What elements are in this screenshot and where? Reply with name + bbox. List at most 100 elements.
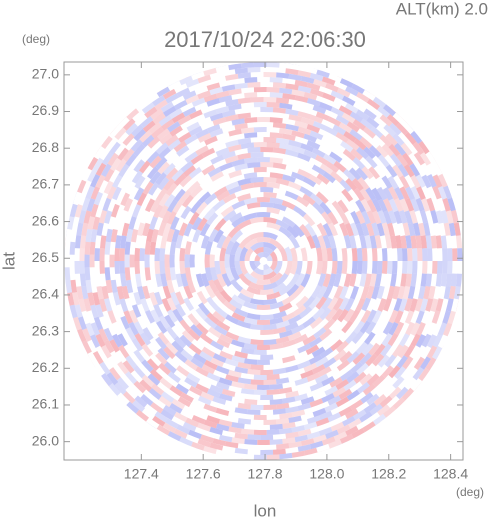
echo-cell [315, 296, 327, 310]
echo-cell [448, 285, 456, 300]
echo-cell [101, 135, 113, 149]
echo-cell [282, 93, 296, 100]
echo-cell [362, 421, 376, 433]
echo-cell [390, 273, 397, 287]
echo-cell [457, 248, 463, 261]
echo-cell [229, 298, 243, 310]
echo-cell [366, 373, 380, 386]
echo-cell [184, 377, 198, 388]
echo-cell [165, 93, 179, 104]
echo-cell [369, 235, 377, 249]
echo-cell [180, 349, 194, 362]
echo-cell [244, 117, 258, 124]
echo-cell [174, 411, 188, 423]
echo-cell [452, 248, 458, 261]
echo-cell [257, 439, 270, 446]
echo-cell [420, 273, 427, 287]
echo-cell [133, 187, 145, 201]
echo-cell [282, 422, 296, 429]
echo-cell [303, 149, 318, 160]
echo-cell [171, 112, 186, 124]
echo-cell [157, 347, 170, 361]
echo-cell [250, 364, 264, 370]
echo-cell [366, 199, 377, 213]
echo-cell [396, 153, 408, 167]
echo-cell [402, 222, 411, 236]
echo-cell [199, 332, 213, 345]
echo-cell [410, 198, 420, 212]
echo-cell [159, 248, 166, 261]
echo-cell [352, 157, 366, 170]
echo-cell [167, 309, 178, 323]
echo-cell [376, 186, 388, 201]
echo-cell [435, 235, 442, 249]
echo-cell [366, 393, 380, 406]
echo-cell [303, 92, 318, 101]
echo-cell [389, 122, 402, 136]
echo-cell [431, 310, 441, 324]
echo-cell [269, 342, 284, 350]
echo-cell [414, 298, 423, 312]
echo-cell [256, 237, 271, 243]
echo-cell [246, 312, 261, 320]
echo-cell [364, 273, 372, 288]
echo-cell [315, 191, 329, 204]
echo-cell [440, 210, 449, 224]
echo-cell [250, 96, 264, 103]
echo-cell [119, 298, 129, 312]
echo-cell [76, 286, 84, 300]
echo-cell [266, 389, 280, 395]
echo-cell [141, 102, 155, 114]
echo-cell [388, 198, 399, 213]
echo-cell [163, 162, 176, 176]
echo-cell [273, 261, 283, 275]
echo-cell [190, 185, 203, 198]
echo-cell [318, 410, 333, 421]
echo-cell [322, 171, 336, 184]
echo-cell [432, 261, 438, 274]
echo-cell [185, 417, 200, 428]
echo-cell [231, 158, 245, 167]
echo-cell [150, 108, 164, 120]
echo-cell [201, 164, 216, 176]
echo-cell [240, 288, 255, 299]
echo-cell [435, 273, 442, 287]
echo-cell [215, 365, 230, 375]
x-tick-label: 128.4 [433, 466, 468, 482]
echo-cell [79, 235, 87, 249]
echo-cell [114, 127, 127, 140]
echo-cell [230, 267, 240, 281]
echo-cell [272, 82, 287, 89]
echo-cell [266, 291, 281, 300]
echo-cell [131, 170, 143, 184]
echo-cell [281, 312, 296, 322]
echo-cell [266, 373, 280, 380]
echo-cell [383, 124, 396, 137]
echo-cell [209, 86, 223, 96]
echo-cell [256, 279, 271, 285]
echo-cell [237, 152, 251, 160]
echo-cell [282, 339, 296, 348]
echo-cell [77, 179, 87, 194]
echo-cell [349, 129, 363, 141]
echo-cell [142, 120, 156, 133]
echo-cell [345, 86, 359, 97]
echo-cell [179, 334, 193, 348]
echo-cell [122, 133, 135, 146]
echo-cell [219, 333, 233, 344]
echo-cell [260, 354, 274, 360]
echo-cell [426, 334, 437, 348]
echo-cell [214, 218, 227, 232]
echo-cell [300, 369, 314, 379]
echo-cell [179, 189, 192, 203]
echo-cell [197, 422, 211, 432]
echo-cell [445, 298, 454, 312]
echo-cell [430, 298, 439, 312]
echo-cell [405, 235, 412, 249]
echo-cell [345, 331, 358, 344]
echo-cell [448, 222, 456, 237]
echo-cell [81, 222, 89, 237]
echo-cell [180, 205, 192, 220]
echo-cell [350, 222, 359, 237]
echo-cell [240, 388, 255, 395]
